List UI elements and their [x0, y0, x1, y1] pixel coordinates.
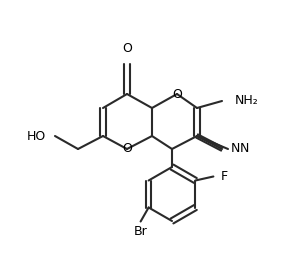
Text: N: N — [240, 143, 249, 155]
Text: O: O — [172, 88, 182, 101]
Text: HO: HO — [27, 130, 46, 143]
Text: NH₂: NH₂ — [235, 94, 259, 108]
Text: O: O — [122, 143, 132, 155]
Text: Br: Br — [134, 225, 147, 238]
Text: O: O — [122, 42, 132, 56]
Text: N: N — [230, 143, 240, 155]
Text: F: F — [221, 170, 228, 183]
